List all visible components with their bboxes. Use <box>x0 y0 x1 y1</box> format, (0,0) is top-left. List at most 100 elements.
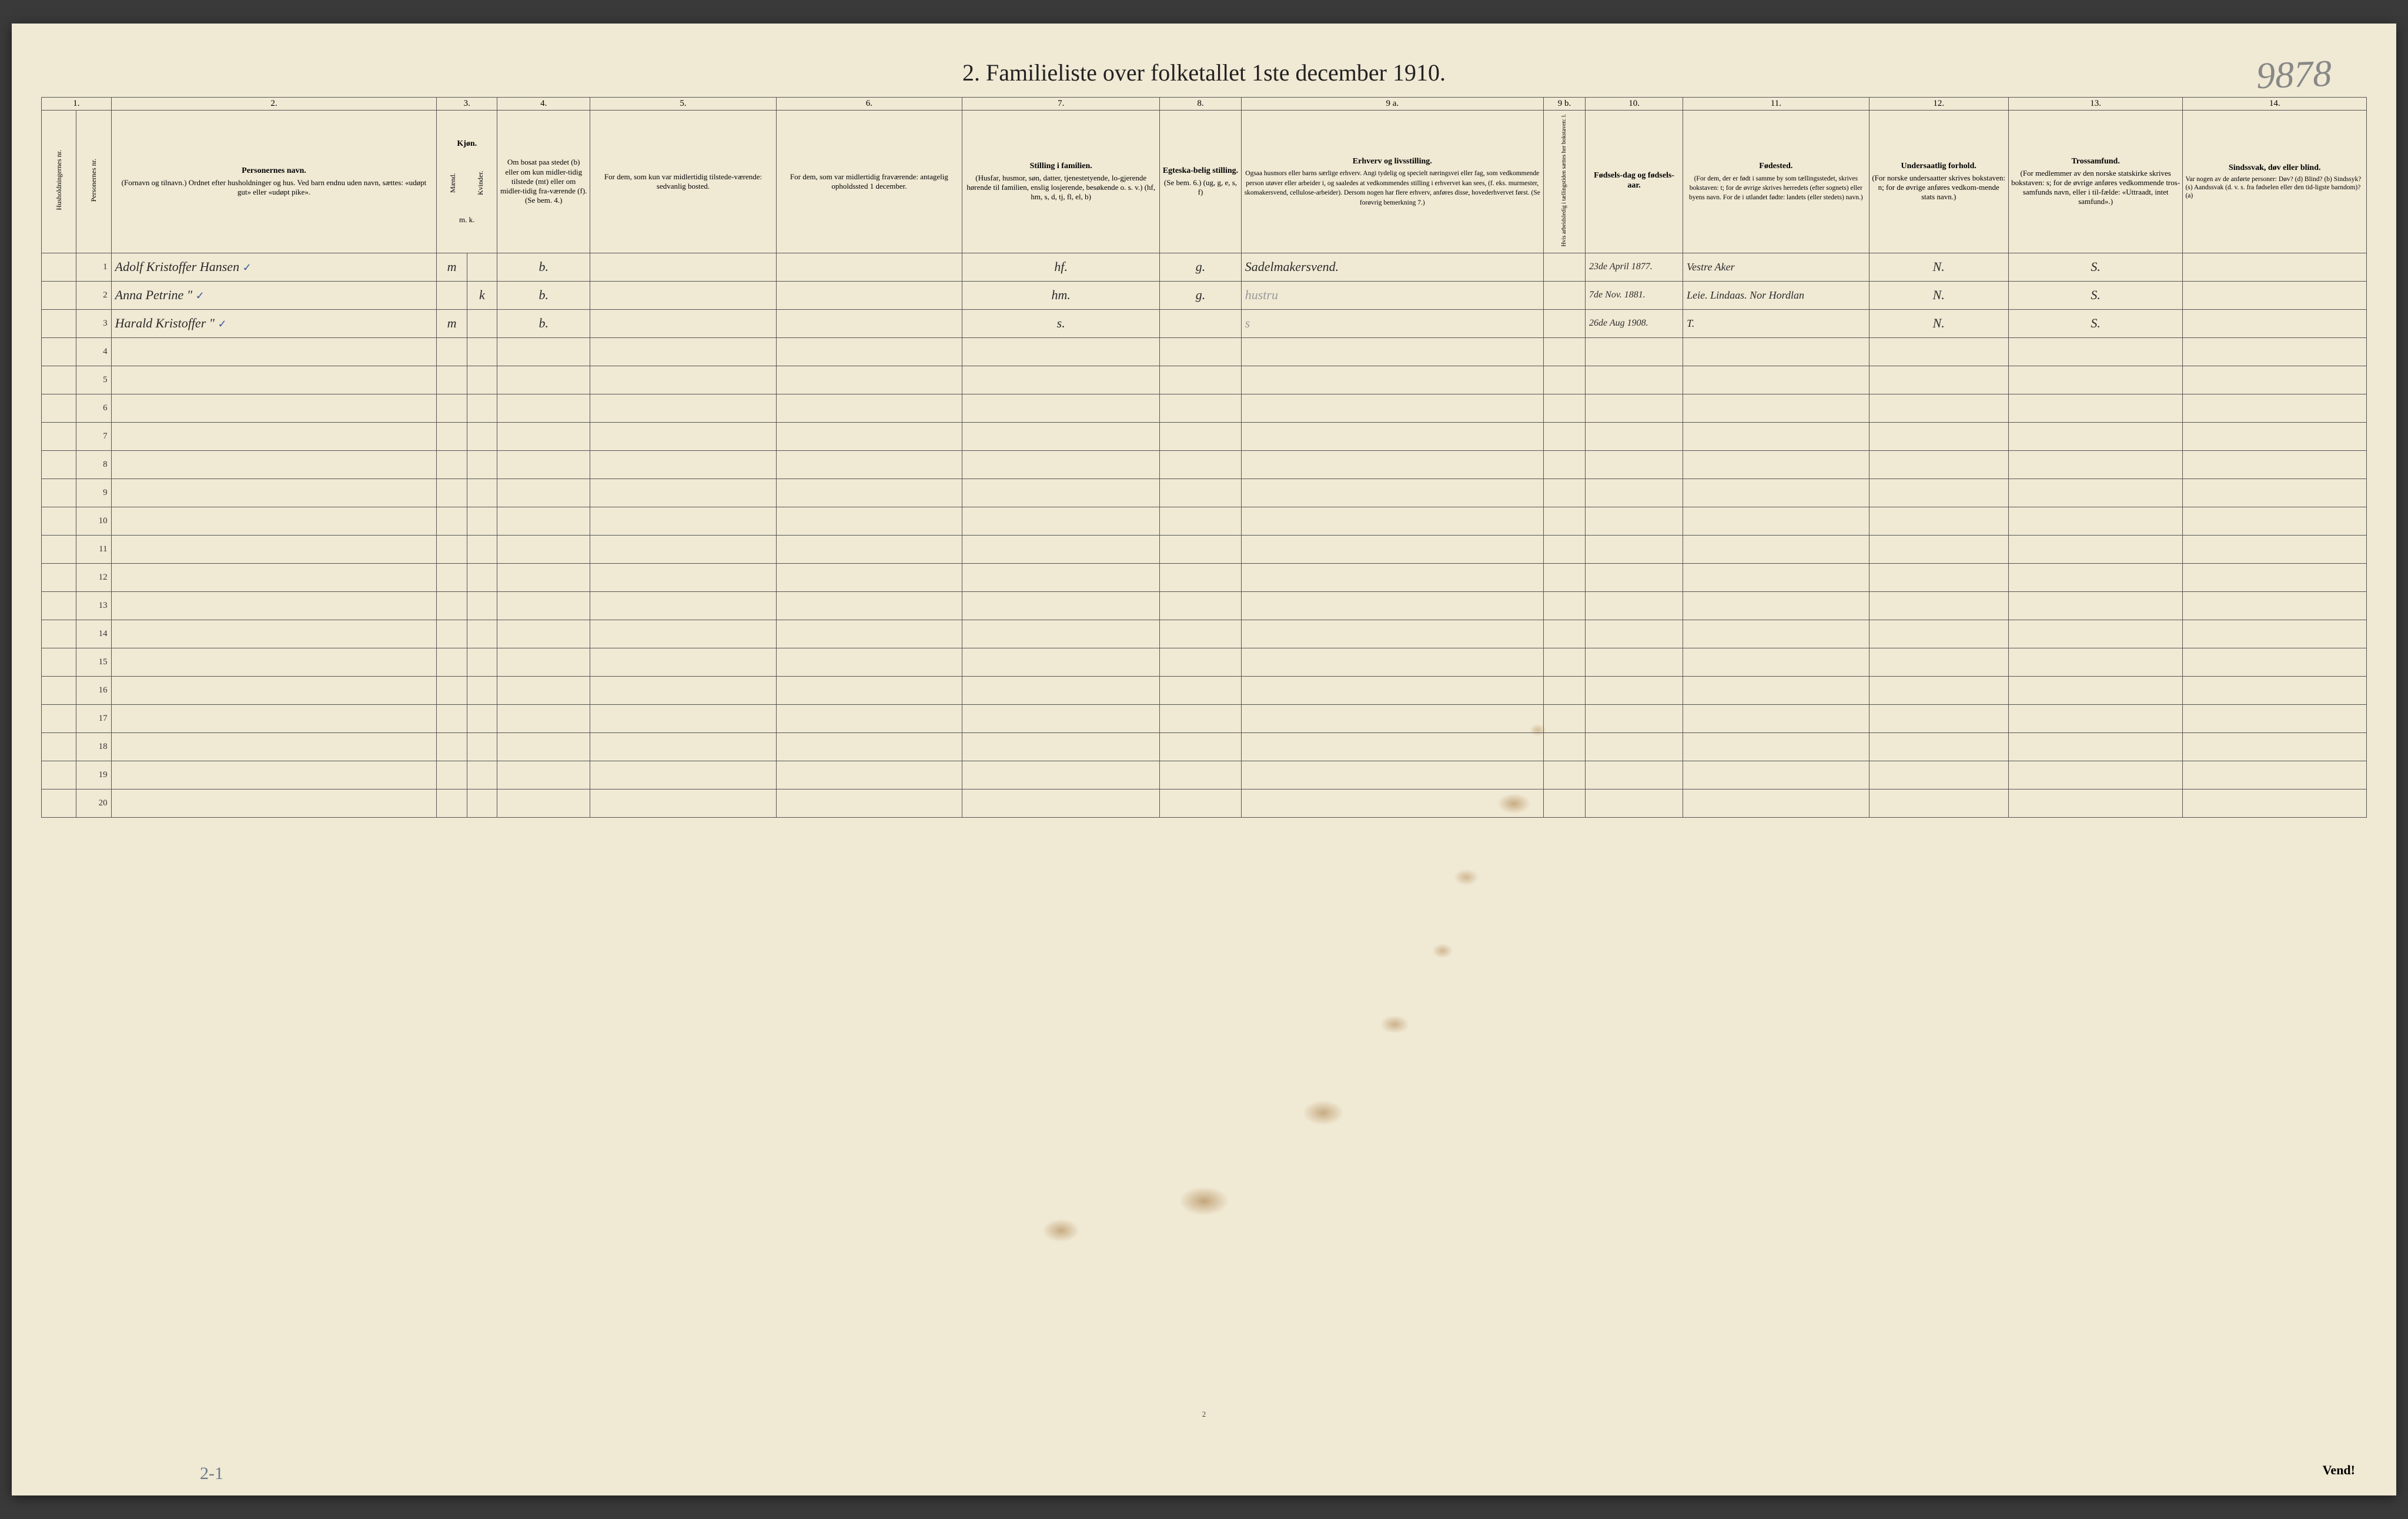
footer-vend: Vend! <box>2323 1463 2355 1478</box>
cell-empty <box>1543 337 1585 366</box>
colnum: 5. <box>590 98 776 111</box>
cell-famstill: hm. <box>962 281 1160 309</box>
header-fodsel: Fødsels-dag og fødsels-aar. <box>1586 111 1683 253</box>
cell-bosat: b. <box>497 309 590 337</box>
cell-empty <box>437 761 467 789</box>
cell-empty <box>1869 704 2008 732</box>
cell-empty <box>1586 704 1683 732</box>
cell-hushold-nr <box>42 535 76 563</box>
cell-empty <box>1586 620 1683 648</box>
cell-empty <box>962 732 1160 761</box>
cell-empty <box>776 676 962 704</box>
header-person-nr: Personernes nr. <box>76 111 111 253</box>
cell-empty <box>1683 789 1869 817</box>
cell-empty <box>590 422 776 450</box>
cell-hushold-nr <box>42 281 76 309</box>
cell-empty <box>1241 366 1543 394</box>
cell-empty <box>2008 648 2183 676</box>
cell-empty <box>2183 648 2367 676</box>
cell-sinds <box>2183 309 2367 337</box>
cell-empty <box>1160 337 1241 366</box>
colnum: 13. <box>2008 98 2183 111</box>
cell-empty <box>111 507 437 535</box>
table-row-empty: 13 <box>42 591 2367 620</box>
cell-empty <box>776 535 962 563</box>
colnum: 2. <box>111 98 437 111</box>
table-header: 1. 2. 3. 4. 5. 6. 7. 8. 9 a. 9 b. 10. 11… <box>42 98 2367 253</box>
table-row-empty: 14 <box>42 620 2367 648</box>
cell-empty <box>962 676 1160 704</box>
colnum: 12. <box>1869 98 2008 111</box>
table-row-empty: 8 <box>42 450 2367 479</box>
cell-sex-k <box>467 253 497 281</box>
cell-empty <box>497 648 590 676</box>
cell-sex-m <box>437 281 467 309</box>
cell-empty <box>2008 676 2183 704</box>
cell-empty <box>437 366 467 394</box>
cell-empty <box>467 366 497 394</box>
cell-empty <box>962 366 1160 394</box>
cell-empty <box>1869 450 2008 479</box>
table-row: 1Adolf Kristoffer Hansen ✓mb.hf.g.Sadelm… <box>42 253 2367 281</box>
cell-empty <box>962 789 1160 817</box>
cell-empty <box>1869 648 2008 676</box>
cell-empty <box>1586 761 1683 789</box>
cell-empty <box>776 422 962 450</box>
cell-empty <box>776 394 962 422</box>
cell-empty <box>437 648 467 676</box>
cell-empty <box>497 479 590 507</box>
cell-fodsel: 26de Aug 1908. <box>1586 309 1683 337</box>
cell-empty <box>1241 620 1543 648</box>
cell-empty <box>467 761 497 789</box>
cell-empty <box>2008 732 2183 761</box>
cell-person-nr: 11 <box>76 535 111 563</box>
header-sindssvak: Sindssvak, døv eller blind. Var nogen av… <box>2183 111 2367 253</box>
cell-empty <box>497 394 590 422</box>
cell-empty <box>1241 563 1543 591</box>
cell-empty <box>1869 789 2008 817</box>
cell-tros: S. <box>2008 253 2183 281</box>
colnum: 4. <box>497 98 590 111</box>
cell-empty <box>1543 761 1585 789</box>
cell-erhverv: Sadelmakersvend. <box>1241 253 1543 281</box>
cell-empty <box>962 450 1160 479</box>
cell-empty <box>1683 676 1869 704</box>
table-row-empty: 20 <box>42 789 2367 817</box>
cell-empty <box>1543 676 1585 704</box>
colnum: 8. <box>1160 98 1241 111</box>
cell-empty <box>2183 761 2367 789</box>
page-number: 2 <box>1202 1410 1206 1419</box>
cell-midl-fravaer <box>776 309 962 337</box>
cell-empty <box>1543 366 1585 394</box>
cell-empty <box>467 704 497 732</box>
cell-hushold-nr <box>42 648 76 676</box>
cell-empty <box>1160 394 1241 422</box>
cell-person-nr: 8 <box>76 450 111 479</box>
colnum: 6. <box>776 98 962 111</box>
cell-empty <box>111 366 437 394</box>
cell-empty <box>590 676 776 704</box>
cell-tros: S. <box>2008 309 2183 337</box>
cell-sinds <box>2183 253 2367 281</box>
cell-empty <box>111 620 437 648</box>
header-arbeidsledig: Hvis arbeidsledig i tællingstiden sættes… <box>1543 111 1585 253</box>
cell-empty <box>2183 337 2367 366</box>
cell-sex-m: m <box>437 309 467 337</box>
cell-empty <box>497 704 590 732</box>
cell-empty <box>776 648 962 676</box>
cell-empty <box>776 732 962 761</box>
cell-empty <box>437 394 467 422</box>
cell-hushold-nr <box>42 422 76 450</box>
cell-empty <box>776 591 962 620</box>
cell-midl-fravaer <box>776 281 962 309</box>
cell-empty <box>1241 507 1543 535</box>
cell-empty <box>1869 761 2008 789</box>
cell-empty <box>467 422 497 450</box>
cell-empty <box>2183 789 2367 817</box>
header-stilling-familie: Stilling i familien. (Husfar, husmor, sø… <box>962 111 1160 253</box>
cell-empty <box>111 761 437 789</box>
cell-tros: S. <box>2008 281 2183 309</box>
cell-empty <box>1241 761 1543 789</box>
cell-navn: Anna Petrine " ✓ <box>111 281 437 309</box>
table-row-empty: 10 <box>42 507 2367 535</box>
